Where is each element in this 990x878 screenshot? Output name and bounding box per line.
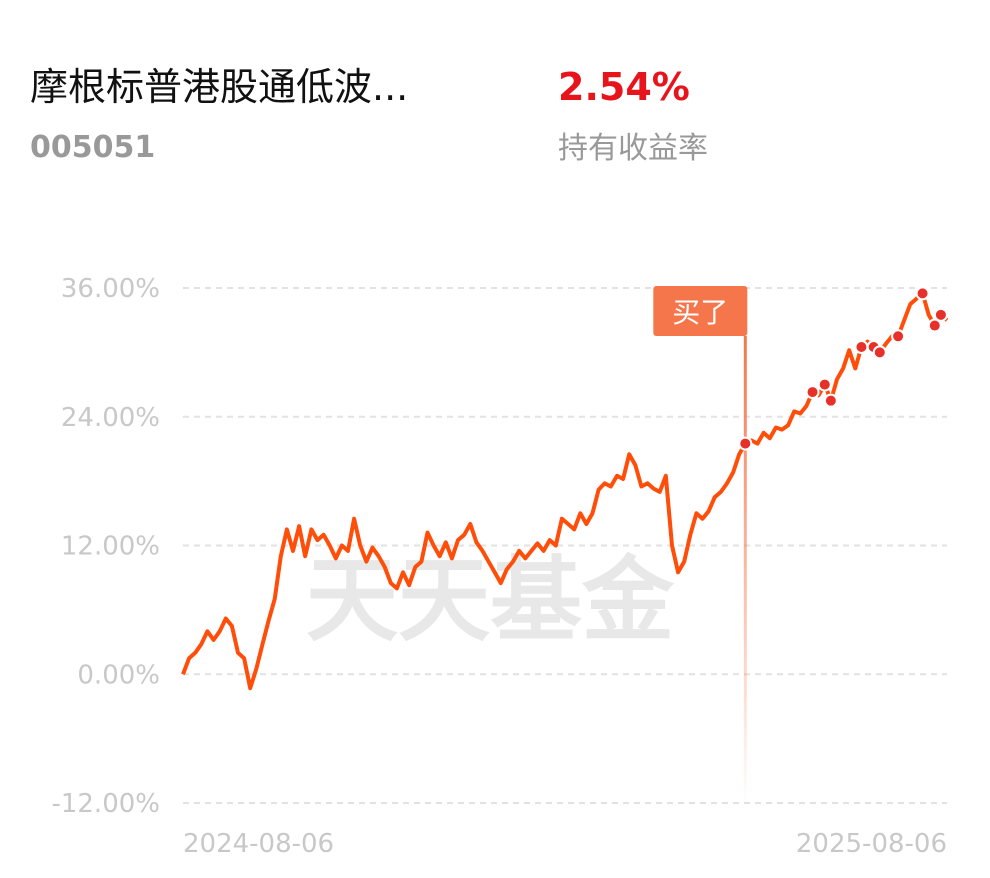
y-tick-label: 0.00% — [77, 660, 160, 690]
buy-label-box — [653, 286, 748, 336]
trade-dot — [933, 307, 948, 322]
trade-dot — [891, 329, 906, 344]
trade-dot — [805, 385, 820, 400]
trade-dot — [823, 393, 838, 408]
y-tick-label: 12.00% — [61, 532, 160, 562]
buy-label: 买了 — [672, 296, 728, 329]
trade-dot — [927, 318, 942, 333]
trade-dot — [854, 340, 869, 355]
buy-line — [743, 336, 747, 803]
fund-title: 摩根标普港股通低波... — [30, 65, 408, 109]
holding-return-label: 持有收益率 — [558, 131, 708, 166]
x-tick-label: 2025-08-06 — [796, 829, 947, 859]
line — [181, 291, 949, 691]
trade-dot — [872, 345, 887, 360]
holding-return: 2.54% — [558, 65, 690, 109]
x-tick-label: 2024-08-06 — [183, 829, 334, 859]
trade-dot — [915, 286, 930, 301]
fund-code: 005051 — [30, 130, 155, 165]
trade-dot — [817, 377, 832, 392]
y-tick-label: 24.00% — [61, 403, 160, 433]
y-tick-label: 36.00% — [61, 274, 160, 304]
trade-dot — [738, 436, 753, 451]
y-tick-label: -12.00% — [51, 789, 160, 819]
